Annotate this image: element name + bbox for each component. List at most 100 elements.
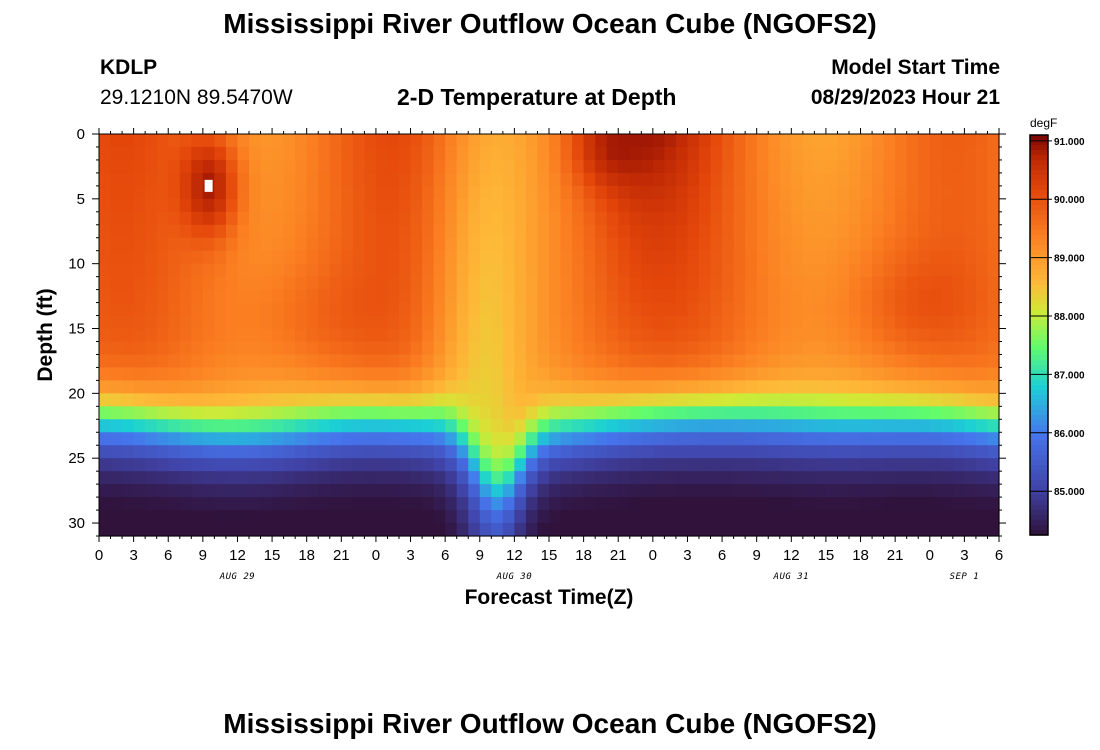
heatmap-cell <box>583 276 596 291</box>
heatmap-cell <box>237 211 250 226</box>
heatmap-cell <box>710 510 723 524</box>
heatmap-cell <box>814 458 827 472</box>
heatmap-cell <box>133 341 146 356</box>
heatmap-cell <box>329 172 342 187</box>
heatmap-cell <box>906 224 919 239</box>
heatmap-cell <box>168 224 181 239</box>
heatmap-cell <box>491 134 504 148</box>
heatmap-cell <box>214 250 227 265</box>
heatmap-cell <box>872 250 885 265</box>
heatmap-cell <box>456 134 469 148</box>
heatmap-cell <box>987 341 1000 356</box>
heatmap-cell <box>191 198 204 213</box>
heatmap-cell <box>260 315 273 330</box>
heatmap-cell <box>687 263 700 278</box>
heatmap-cell <box>237 445 250 459</box>
heatmap-cell <box>722 159 735 174</box>
heatmap-cell <box>502 159 515 174</box>
heatmap-cell <box>491 185 504 200</box>
heatmap-cell <box>641 328 654 343</box>
heatmap-cell <box>929 328 942 343</box>
heatmap-cell <box>837 315 850 330</box>
heatmap-cell <box>802 263 815 278</box>
heatmap-cell <box>99 185 112 200</box>
heatmap-cell <box>699 198 712 213</box>
heatmap-cell <box>768 159 781 174</box>
heatmap-cell <box>410 224 423 239</box>
heatmap-cell <box>837 523 850 537</box>
colorbar-segment <box>1030 185 1048 191</box>
heatmap-cell <box>537 510 550 524</box>
colorbar-unit: degF <box>1030 116 1057 130</box>
heatmap-cell <box>145 315 158 330</box>
heatmap-cell <box>479 263 492 278</box>
heatmap-cell <box>964 237 977 252</box>
heatmap-cell <box>387 380 400 394</box>
heatmap-cell <box>179 263 192 278</box>
heatmap-cell <box>514 354 527 369</box>
heatmap-cell <box>595 510 608 524</box>
heatmap-cell <box>364 237 377 252</box>
heatmap-cell <box>514 224 527 239</box>
heatmap-cell <box>825 510 839 524</box>
heatmap-cell <box>595 185 608 200</box>
heatmap-cell <box>122 276 135 291</box>
heatmap-cell <box>606 289 619 304</box>
heatmap-cell <box>583 172 596 187</box>
x-tick-label: 12 <box>783 547 800 564</box>
heatmap-cell <box>722 458 735 472</box>
heatmap-cell <box>352 237 365 252</box>
heatmap-cell <box>560 523 573 537</box>
heatmap-cell <box>675 134 689 148</box>
heatmap-cell <box>491 380 504 394</box>
chart-title: Mississippi River Outflow Ocean Cube (NG… <box>223 8 877 39</box>
colorbar-segment <box>1030 170 1048 176</box>
heatmap-cell <box>895 263 908 278</box>
heatmap-cell <box>145 367 158 381</box>
heatmap-cell <box>225 211 239 226</box>
heatmap-cell <box>295 341 308 356</box>
heatmap-cell <box>722 237 735 252</box>
heatmap-cell <box>745 146 758 161</box>
heatmap-cell <box>918 172 931 187</box>
heatmap-cell <box>445 263 458 278</box>
heatmap-cell <box>156 406 169 420</box>
colorbar-segment <box>1030 455 1048 461</box>
heatmap-cell <box>814 302 827 317</box>
heatmap-cell <box>445 406 458 420</box>
heatmap-cell <box>687 276 700 291</box>
heatmap-cell <box>652 497 665 511</box>
heatmap-cell <box>629 250 642 265</box>
heatmap-cell <box>802 380 815 394</box>
heatmap-cell <box>133 263 146 278</box>
heatmap-cell <box>422 134 435 148</box>
heatmap-cell <box>260 432 273 446</box>
heatmap-cell <box>606 354 619 369</box>
heatmap-cell <box>675 159 689 174</box>
heatmap-cell <box>606 276 619 291</box>
heatmap-cell <box>422 237 435 252</box>
heatmap-cell <box>675 341 689 356</box>
heatmap-cell <box>825 289 839 304</box>
heatmap-cell <box>399 198 412 213</box>
max-temperature-marker <box>204 179 213 192</box>
heatmap-cell <box>537 302 550 317</box>
heatmap-cell <box>572 367 585 381</box>
heatmap-cell <box>987 263 1000 278</box>
heatmap-cell <box>433 250 446 265</box>
heatmap-cell <box>791 315 804 330</box>
heatmap-cell <box>352 146 365 161</box>
heatmap-cell <box>260 419 273 433</box>
heatmap-cell <box>929 406 942 420</box>
heatmap-cell <box>468 198 481 213</box>
heatmap-cell <box>410 406 423 420</box>
colorbar-segment <box>1030 435 1048 441</box>
heatmap-cell <box>779 237 792 252</box>
heatmap-cell <box>260 146 273 161</box>
heatmap-cell <box>595 406 608 420</box>
heatmap-cell <box>145 510 158 524</box>
heatmap-cell <box>318 263 331 278</box>
heatmap-cell <box>837 224 850 239</box>
heatmap-cell <box>306 276 319 291</box>
